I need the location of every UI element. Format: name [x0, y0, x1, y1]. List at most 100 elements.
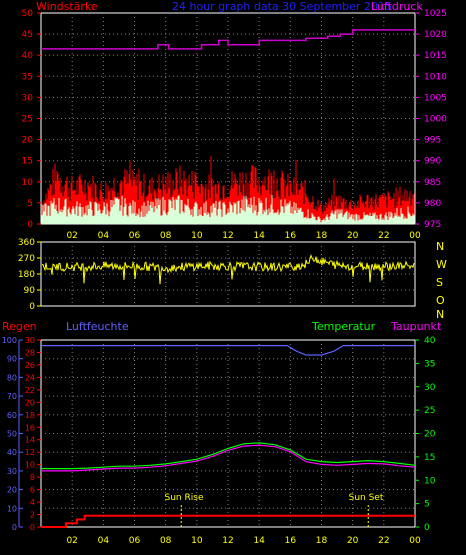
compass-o: O	[436, 294, 445, 307]
rain-axis-label: 20	[25, 398, 35, 407]
x-tick-label: 16	[285, 231, 297, 241]
temperature-axis-label: 35	[424, 359, 435, 369]
x-tick-label: 06	[129, 536, 141, 546]
compass-labels: N W S O N	[436, 240, 447, 321]
humidity-axis-label: 60	[7, 411, 17, 420]
x-tick-label: 02	[66, 231, 77, 241]
rain-axis-label: 0	[30, 523, 35, 532]
x-tick-label: 06	[129, 231, 141, 241]
pressure-axis-label: 1005	[424, 93, 447, 103]
wind-axis-label: 40	[22, 51, 34, 61]
pressure-axis-label: 985	[424, 178, 441, 188]
pressure-axis-label: 975	[424, 220, 441, 230]
direction-axis-label: 90	[24, 286, 36, 296]
temperatur-label: Temperatur	[311, 320, 376, 333]
pressure-axis-label: 1020	[424, 30, 447, 40]
graph-title: 24 hour graph data 30 September 2015	[172, 0, 392, 13]
humidity-axis-label: 0	[12, 523, 17, 532]
humidity-axis-label: 10	[7, 504, 17, 513]
rain-axis-label: 8	[30, 473, 35, 482]
pressure-axis-label: 980	[424, 199, 441, 209]
luftdruck-label: Luftdruck	[371, 0, 423, 13]
humidity-axis-label: 40	[7, 448, 17, 457]
x-tick-label: 08	[160, 231, 172, 241]
x-tick-label: 10	[191, 536, 203, 546]
wind-axis-label: 5	[27, 199, 33, 209]
wind-axis-label: 10	[22, 178, 34, 188]
x-tick-label: 22	[378, 536, 389, 546]
wind-axis-label: 35	[22, 72, 33, 82]
humidity-axis-label: 80	[7, 373, 17, 382]
rain-axis-label: 10	[25, 461, 35, 470]
wind-axis-label: 50	[22, 9, 34, 19]
pressure-axis-label: 1025	[424, 9, 447, 19]
rain-axis-label: 2	[30, 511, 35, 520]
x-tick-label: 22	[378, 231, 389, 241]
wind-axis-label: 30	[22, 93, 34, 103]
rain-axis-label: 30	[25, 336, 35, 345]
humidity-axis-label: 30	[7, 467, 17, 476]
humidity-line	[41, 345, 415, 356]
windstaerke-label: Windstärke	[36, 0, 98, 13]
temperature-axis-label: 40	[424, 336, 436, 346]
rain-axis-label: 4	[30, 498, 35, 507]
compass-s: S	[436, 276, 443, 289]
wind-direction-panel: 0 90 180 270 360	[18, 238, 416, 312]
x-tick-label: 04	[98, 536, 110, 546]
compass-w: W	[436, 258, 447, 271]
rain-axis-label: 26	[25, 361, 35, 370]
compass-n-bottom: N	[436, 308, 444, 321]
x-tick-label: 14	[253, 536, 265, 546]
rain-humidity-temperature-panel: 0102030405060708090100024681012141618202…	[2, 336, 436, 546]
wind-axis-label: 15	[22, 157, 33, 167]
x-tick-label: 04	[98, 231, 110, 241]
regen-label: Regen	[2, 320, 37, 333]
x-tick-label: 20	[347, 231, 359, 241]
pressure-axis-label: 995	[424, 136, 441, 146]
temperature-axis-label: 0	[424, 523, 430, 533]
rain-axis-label: 22	[25, 386, 35, 395]
temperature-axis-label: 20	[424, 430, 436, 440]
x-tick-label: 16	[285, 536, 297, 546]
x-tick-label: 02	[66, 536, 77, 546]
x-tick-label: 12	[222, 536, 233, 546]
rain-line	[41, 514, 415, 528]
x-tick-label: 12	[222, 231, 233, 241]
pressure-axis-label: 990	[424, 157, 441, 167]
sun-set-label: Sun Set	[349, 493, 384, 503]
wind-pressure-panel: 0510152025303540455097598098599099510001…	[22, 9, 448, 241]
direction-line	[41, 254, 415, 285]
wind-axis-label: 20	[22, 136, 34, 146]
rain-axis-label: 6	[30, 486, 35, 495]
pressure-axis-label: 1000	[424, 115, 447, 125]
rain-axis-label: 24	[25, 373, 35, 382]
rain-axis-label: 12	[25, 448, 35, 457]
x-tick-label: 10	[191, 231, 203, 241]
rain-axis-label: 16	[25, 423, 35, 432]
luftfeuchte-label: Luftfeuchte	[66, 320, 129, 333]
wind-axis-label: 25	[22, 115, 33, 125]
taupunkt-label: Taupunkt	[390, 320, 442, 333]
temperature-line	[41, 442, 416, 470]
humidity-axis-label: 100	[2, 336, 17, 345]
direction-axis-label: 270	[18, 254, 35, 264]
pressure-axis-label: 1015	[424, 51, 447, 61]
rain-axis-label: 14	[25, 436, 35, 445]
temperature-axis-label: 5	[424, 500, 430, 510]
humidity-axis-label: 90	[7, 355, 17, 364]
wind-axis-label: 0	[27, 220, 33, 230]
humidity-axis-label: 50	[7, 430, 17, 439]
x-tick-label: 18	[316, 536, 328, 546]
x-tick-label: 20	[347, 536, 359, 546]
x-tick-label: 00	[409, 231, 421, 241]
compass-n-top: N	[436, 240, 444, 253]
sun-rise-label: Sun Rise	[165, 493, 204, 503]
humidity-axis-label: 20	[7, 486, 17, 495]
rain-axis-label: 28	[25, 348, 35, 357]
pressure-line	[41, 29, 415, 50]
x-tick-label: 00	[409, 536, 421, 546]
temperature-axis-label: 15	[424, 453, 435, 463]
temperature-axis-label: 30	[424, 383, 436, 393]
